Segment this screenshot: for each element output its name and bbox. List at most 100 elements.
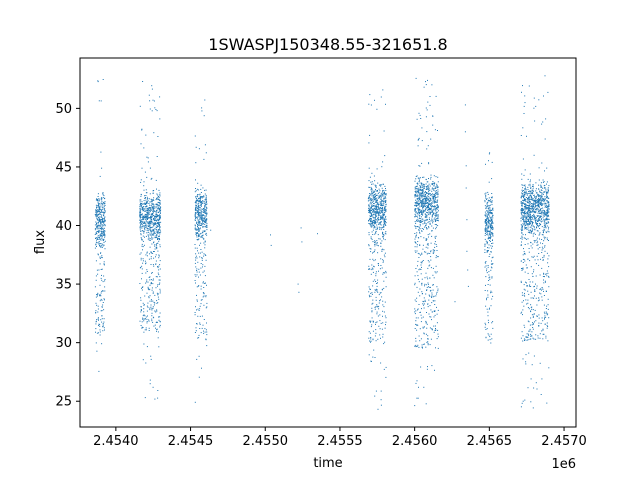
data-point	[368, 212, 370, 213]
data-point	[530, 241, 532, 243]
data-point	[421, 230, 423, 232]
data-point	[419, 218, 421, 219]
data-point	[385, 205, 387, 207]
data-point	[150, 218, 152, 220]
data-point	[155, 207, 157, 209]
data-point	[380, 245, 382, 247]
data-point	[548, 276, 550, 278]
data-point	[539, 191, 541, 193]
data-point	[530, 333, 532, 335]
data-point	[154, 324, 156, 326]
data-point	[156, 321, 158, 323]
data-point	[538, 325, 540, 327]
x-tick-label: 2.4555	[317, 434, 363, 449]
data-point	[428, 189, 430, 191]
data-point	[103, 263, 105, 265]
data-point	[529, 216, 531, 218]
data-point	[385, 189, 387, 191]
data-point	[154, 228, 156, 230]
data-point	[486, 218, 488, 220]
data-point	[104, 201, 106, 203]
data-point	[203, 287, 205, 288]
data-point	[436, 204, 438, 206]
data-point	[194, 208, 196, 210]
data-point	[379, 197, 381, 198]
data-point	[491, 225, 493, 227]
data-point	[531, 314, 533, 316]
data-point	[370, 337, 372, 338]
data-point	[417, 291, 419, 293]
data-point	[531, 203, 533, 205]
data-point	[373, 227, 375, 229]
data-point	[103, 261, 105, 263]
data-point	[157, 196, 159, 198]
data-point	[432, 181, 434, 182]
data-point	[101, 231, 103, 233]
data-point	[152, 237, 154, 239]
data-point	[535, 263, 537, 265]
data-point	[490, 251, 492, 253]
data-point	[382, 161, 384, 163]
data-point	[421, 218, 423, 220]
data-point	[434, 224, 436, 225]
data-point	[196, 358, 198, 360]
data-point	[157, 232, 159, 234]
data-point	[381, 187, 383, 189]
data-point	[491, 233, 493, 235]
x-tick-label: 2.4560	[392, 434, 438, 449]
data-point	[153, 207, 155, 209]
data-point	[543, 219, 545, 221]
data-point	[373, 191, 375, 193]
data-point	[424, 195, 426, 197]
data-point	[524, 198, 526, 200]
data-point	[415, 222, 417, 224]
data-point	[101, 279, 103, 281]
data-point	[418, 335, 420, 337]
data-point	[529, 196, 531, 198]
data-point	[414, 208, 416, 210]
data-point	[380, 198, 382, 200]
data-point	[383, 209, 385, 211]
data-point	[527, 336, 529, 338]
data-point	[546, 312, 548, 314]
data-point	[418, 227, 420, 229]
data-point	[197, 203, 199, 205]
data-point	[375, 306, 377, 308]
data-point	[527, 210, 529, 212]
data-point	[421, 203, 423, 205]
data-point	[159, 224, 161, 226]
data-point	[102, 324, 104, 326]
data-point	[373, 217, 375, 219]
data-point	[522, 158, 524, 160]
data-point	[414, 196, 416, 198]
data-point	[424, 194, 426, 196]
data-point	[420, 366, 422, 368]
data-point	[384, 200, 386, 202]
data-point	[99, 224, 101, 226]
data-point	[521, 241, 522, 243]
data-point	[529, 330, 531, 332]
data-point	[488, 205, 490, 207]
data-point	[152, 207, 154, 209]
data-point	[535, 220, 537, 222]
data-point	[98, 219, 100, 221]
data-point	[527, 194, 529, 196]
data-point	[159, 268, 161, 270]
data-point	[543, 211, 545, 212]
data-point	[151, 203, 153, 205]
data-point	[159, 194, 161, 196]
data-point	[489, 212, 491, 214]
data-point	[430, 267, 432, 269]
data-point	[538, 208, 540, 210]
data-point	[142, 286, 144, 288]
data-point	[205, 201, 207, 203]
data-point	[159, 238, 160, 240]
data-point	[380, 221, 382, 223]
data-point	[419, 340, 421, 342]
data-point	[370, 216, 371, 217]
data-point	[484, 233, 486, 234]
data-point	[520, 282, 522, 283]
data-point	[436, 286, 438, 288]
data-point	[487, 219, 489, 221]
